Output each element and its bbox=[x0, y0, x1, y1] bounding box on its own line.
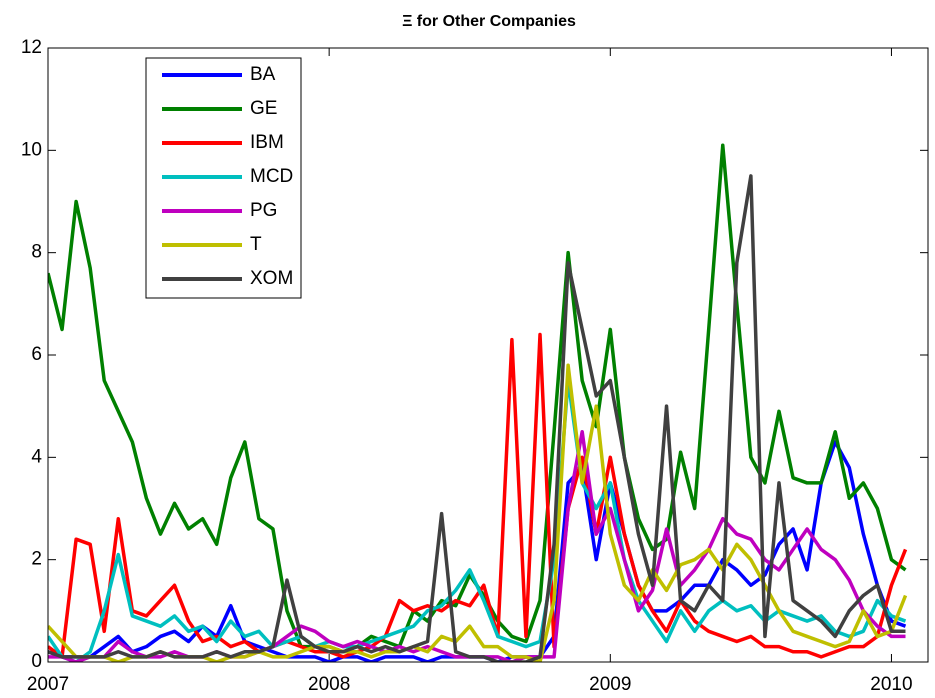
y-tick-label: 8 bbox=[31, 242, 42, 263]
legend-label: PG bbox=[250, 200, 277, 221]
legend-label: GE bbox=[250, 98, 277, 119]
y-tick-label: 4 bbox=[31, 446, 42, 467]
legend-label: XOM bbox=[250, 268, 293, 289]
y-tick-label: 2 bbox=[31, 549, 42, 570]
y-tick-label: 10 bbox=[21, 139, 42, 160]
x-tick-label: 2008 bbox=[308, 674, 350, 695]
legend-label: BA bbox=[250, 64, 276, 85]
plot-frame bbox=[47, 47, 929, 663]
x-tick-label: 2009 bbox=[589, 674, 631, 695]
series-line bbox=[48, 174, 906, 662]
y-tick-label: 0 bbox=[31, 651, 42, 672]
series-line bbox=[48, 332, 908, 659]
legend-label: T bbox=[250, 234, 262, 255]
series-line bbox=[48, 378, 907, 662]
y-tick-label: 12 bbox=[21, 37, 42, 58]
y-tick-label: 6 bbox=[31, 344, 42, 365]
chart-title: Ξ for Other Companies bbox=[402, 13, 576, 30]
series-line bbox=[48, 440, 907, 662]
legend-label: IBM bbox=[250, 132, 284, 153]
legend-label: MCD bbox=[250, 166, 293, 187]
x-tick-label: 2010 bbox=[870, 674, 912, 695]
x-tick-label: 2007 bbox=[27, 674, 69, 695]
